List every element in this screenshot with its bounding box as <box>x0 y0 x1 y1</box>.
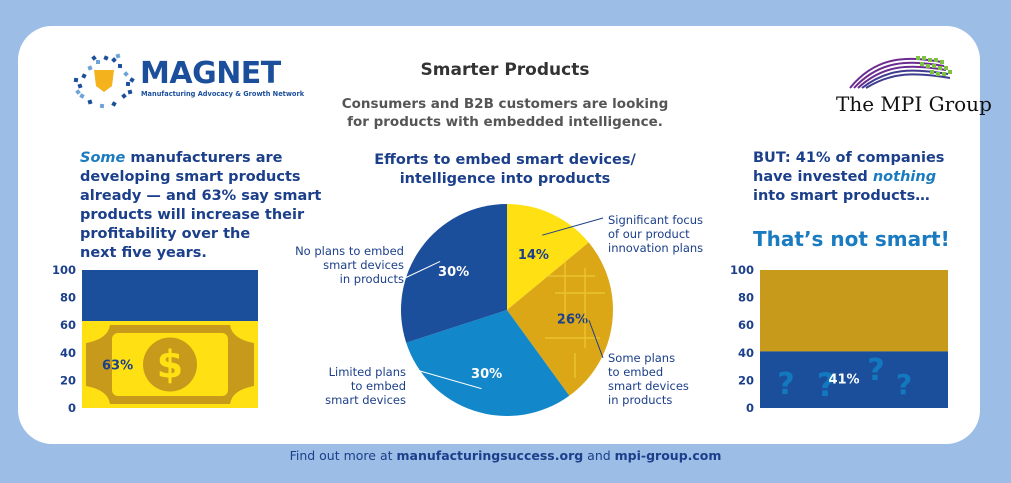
y-tick-label: 0 <box>746 401 754 415</box>
y-tick-label: 80 <box>738 291 754 305</box>
annotation-text-line: to embed <box>350 379 406 393</box>
magnet-brand-sub: Manufacturing Advocacy & Growth Network <box>141 90 305 98</box>
circuit-pattern-icon <box>545 258 605 378</box>
annotation-text-line: in products <box>339 272 404 286</box>
y-tick-label: 100 <box>730 263 754 277</box>
mid-heading-line: Efforts to embed smart devices/ <box>374 152 636 168</box>
y-tick-label: 20 <box>60 373 76 387</box>
pie-value-label: 26% <box>557 312 588 327</box>
pie-slice <box>507 204 589 310</box>
pie-slice <box>406 310 570 416</box>
pie-leader-line <box>542 217 604 236</box>
pie-chart: 14% 26% 30% 30% <box>401 204 613 416</box>
page-title: Smarter Products <box>420 60 590 80</box>
pie-value-label: 30% <box>438 265 469 280</box>
left-heading-emphasis: Some <box>80 150 126 166</box>
y-tick-label: 40 <box>738 346 754 360</box>
question-mark-icon: ? <box>817 366 836 404</box>
annotation-text-line: smart devices <box>608 379 689 393</box>
mpi-swoosh-icon <box>849 56 952 89</box>
annotation-text-line: Significant focus <box>608 213 704 227</box>
annotation-text-line: smart devices <box>323 258 404 272</box>
bar-remainder <box>760 270 948 352</box>
bar <box>760 351 948 408</box>
pie-annotation-bottom-right: Some plans to embed smart devices in produc… <box>608 351 728 407</box>
annotation-line: Significant focus of our product innovatio… <box>608 213 728 255</box>
annotation-text-line: Limited plans <box>328 365 406 379</box>
right-panel-heading: BUT: 41% of companies have invested noth… <box>753 149 973 206</box>
subtitle-line: Consumers and B2B customers are looking <box>341 96 669 112</box>
pie-value-label: 30% <box>471 367 502 382</box>
bar-value-label: 41% <box>828 373 859 388</box>
annotation-text-line: to embed <box>608 365 664 379</box>
annotation-line: Limited plans to embed smart devices <box>306 365 406 407</box>
left-heading-line: already — and 63% say smart <box>80 188 322 204</box>
footer-link-manufacturingsuccess[interactable]: manufacturingsuccess.org <box>396 448 584 463</box>
magnet-logo-icon <box>73 53 135 109</box>
pie-value-label: 14% <box>518 248 549 263</box>
annotation-text-line: innovation plans <box>608 241 704 255</box>
footer-link-mpi[interactable]: mpi-group.com <box>614 448 722 463</box>
subtitle-line: for products with embedded intelligence. <box>347 114 663 130</box>
dollar-sign-icon: $ <box>157 343 183 387</box>
question-mark-icon: ? <box>896 368 912 401</box>
right-heading-emphasis: nothing <box>872 169 937 185</box>
annotation-line: No plans to embed smart devices in product… <box>292 244 404 286</box>
question-mark-icon: ? <box>777 367 794 402</box>
y-tick-label: 80 <box>60 291 76 305</box>
bar-remainder <box>82 270 258 322</box>
annotation-text-line: of our product <box>608 227 690 241</box>
magnet-brand: MAGNET <box>140 56 281 91</box>
y-tick-label: 40 <box>60 346 76 360</box>
pie-annotation-bottom-left: Limited plans to embed smart devices <box>306 365 406 407</box>
right-heading-line: have invested nothing <box>753 168 973 187</box>
left-heading-line: next five years. <box>80 245 207 261</box>
footer-text: and <box>583 448 615 463</box>
pie-leader-line <box>588 320 604 359</box>
page-subtitle: Consumers and B2B customers are looking … <box>320 95 690 131</box>
pie-leader-line <box>404 260 441 279</box>
annotation-line: Some plans to embed smart devices in produc… <box>608 351 728 407</box>
left-heading-text: manufacturers are <box>125 150 283 166</box>
annotation-text-line: smart devices <box>325 393 406 407</box>
right-heading-line: BUT: 41% of companies <box>753 150 945 166</box>
y-tick-label: 0 <box>68 401 76 415</box>
dollar-coin-icon <box>143 337 197 392</box>
left-heading-line: developing smart products <box>80 169 301 185</box>
footer-text: Find out more at <box>289 448 397 463</box>
left-heading-line: Some manufacturers are <box>80 149 330 168</box>
pie-leader-line <box>419 370 482 390</box>
question-mark-icon: ? <box>867 353 884 388</box>
pie-annotation-top-right: Significant focus of our product innovatio… <box>608 213 728 255</box>
left-bar-chart: 0 20 40 60 80 100 $63% <box>52 263 258 415</box>
footer: Find out more at manufacturingsuccess.or… <box>0 448 1011 463</box>
tagline: That’s not smart! <box>753 227 950 251</box>
y-tick-label: 60 <box>60 318 76 332</box>
dollar-bill-icon: $ <box>86 325 254 404</box>
pie-slice <box>401 204 507 343</box>
y-tick-label: 100 <box>52 263 76 277</box>
pie-slice <box>507 242 613 396</box>
mid-heading-line: intelligence into products <box>399 171 611 187</box>
y-tick-label: 20 <box>738 373 754 387</box>
right-heading-line: into smart products… <box>753 188 930 204</box>
bar-value-label: 63% <box>102 359 133 374</box>
middle-panel-heading: Efforts to embed smart devices/ intellig… <box>355 151 655 189</box>
annotation-text-line: in products <box>608 393 673 407</box>
left-panel-heading: Some manufacturers are developing smart … <box>80 149 330 263</box>
y-tick-label: 60 <box>738 318 754 332</box>
left-heading-line: profitability over the <box>80 226 251 242</box>
left-heading-line: products will increase their <box>80 207 305 223</box>
pie-annotation-top-left: No plans to embed smart devices in product… <box>292 244 404 286</box>
annotation-text-line: Some plans <box>608 351 676 365</box>
mpi-brand: The MPI Group <box>836 92 992 116</box>
right-heading-text: have invested <box>753 169 873 185</box>
annotation-text-line: No plans to embed <box>295 244 404 258</box>
